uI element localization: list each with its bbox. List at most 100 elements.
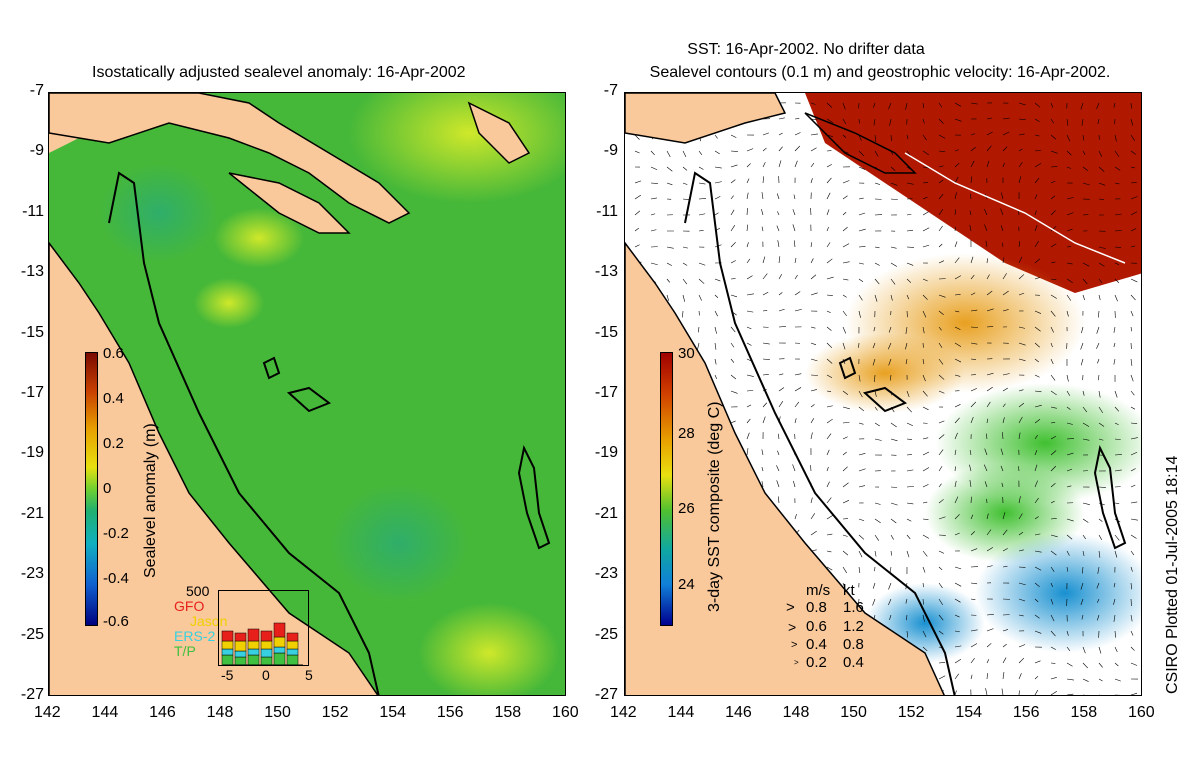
velocity-arrow: [1002, 387, 1009, 392]
velocity-arrow: [714, 212, 719, 216]
velocity-arrow: [1130, 181, 1137, 184]
velocity-arrow: [954, 176, 959, 184]
velocity-arrow: [922, 102, 925, 109]
velocity-arrow: [1066, 630, 1069, 636]
velocity-arrow: [938, 374, 945, 380]
velocity-arrow: [1081, 614, 1084, 620]
velocity-arrow: [1114, 550, 1118, 558]
velocity-arrow: [1082, 406, 1088, 413]
velocity-arrow: [954, 673, 959, 680]
velocity-arrow: [730, 225, 736, 232]
velocity-arrow: [922, 134, 927, 141]
velocity-arrow: [1050, 465, 1057, 472]
velocity-arrow: [1066, 678, 1074, 681]
velocity-arrow: [794, 308, 802, 312]
velocity-arrow: [1114, 294, 1118, 302]
velocity-arrow: [714, 310, 718, 317]
velocity-arrow: [826, 118, 834, 124]
velocity-arrow: [954, 374, 961, 377]
velocity-arrow: [1066, 150, 1072, 156]
velocity-arrow: [1114, 246, 1122, 248]
velocity-arrow: [969, 449, 972, 456]
velocity-arrow: [746, 418, 751, 424]
velocity-arrow: [762, 309, 768, 312]
velocity-arrow: [970, 416, 974, 424]
velocity-arrow: [826, 466, 829, 472]
velocity-arrow: [1099, 694, 1101, 695]
velocity-arrow: [1018, 614, 1024, 617]
velocity-arrow: [1082, 550, 1085, 557]
velocity-arrow: [842, 326, 847, 334]
velocity-arrow: [650, 150, 655, 156]
velocity-arrow: [906, 438, 912, 440]
velocity-arrow: [1114, 262, 1120, 265]
velocity-arrow: [954, 241, 958, 248]
velocity-arrow: [1050, 195, 1056, 200]
velocity-arrow: [954, 102, 962, 107]
velocity-arrow: [1034, 450, 1038, 456]
velocity-legend-arrow-0: >: [786, 599, 795, 616]
velocity-arrow: [792, 464, 796, 472]
velocity-arrow: [1114, 678, 1121, 682]
velocity-arrow: [826, 209, 830, 216]
velocity-arrow: [872, 358, 876, 366]
velocity-arrow: [970, 274, 975, 280]
velocity-arrow: [794, 118, 800, 120]
velocity-arrow: [922, 181, 929, 184]
velocity-arrow: [1050, 614, 1055, 622]
y-tick-right-3: -13: [594, 263, 618, 281]
velocity-arrow: [826, 310, 831, 314]
velocity-arrow: [985, 240, 988, 248]
velocity-arrow: [1114, 150, 1120, 157]
velocity-arrow: [922, 118, 925, 124]
velocity-arrow: [1034, 464, 1038, 472]
velocity-arrow: [1034, 598, 1039, 603]
velocity-arrow: [826, 102, 833, 108]
velocity-arrow: [922, 244, 930, 248]
velocity-arrow: [746, 293, 754, 296]
velocity-arrow: [858, 534, 865, 540]
satellite-bar-segment: [247, 640, 260, 650]
left-colorbar-label: Sealevel anomaly (m): [142, 423, 159, 578]
velocity-arrow: [1034, 550, 1042, 553]
velocity-arrow: [761, 481, 764, 488]
velocity-arrow: [938, 209, 944, 216]
velocity-arrow: [714, 294, 719, 298]
velocity-arrow: [922, 614, 925, 622]
velocity-arrow: [810, 147, 817, 152]
velocity-arrow: [730, 164, 738, 168]
velocity-arrow: [905, 102, 908, 110]
velocity-arrow: [1050, 483, 1056, 488]
velocity-arrow: [1050, 630, 1056, 637]
x-tick-left-7: 156: [436, 704, 464, 721]
velocity-arrow: [858, 166, 866, 170]
velocity-arrow: [1034, 224, 1038, 232]
satellite-bar-segment: [234, 640, 247, 652]
velocity-arrow: [891, 694, 893, 695]
velocity-arrow: [922, 598, 924, 605]
velocity-arrow: [1096, 342, 1100, 349]
velocity-arrow: [746, 275, 753, 280]
velocity-arrow: [634, 210, 641, 216]
velocity-arrow: [1000, 208, 1004, 216]
velocity-arrow: [954, 162, 960, 168]
satellite-bar-segment: [247, 648, 260, 656]
satellite-bar-segment: [221, 630, 234, 642]
velocity-arrow: [730, 294, 738, 298]
velocity-arrow: [826, 533, 833, 536]
velocity-arrow: [984, 208, 988, 216]
velocity-arrow: [954, 326, 961, 330]
velocity-arrow: [858, 374, 861, 382]
velocity-arrow: [906, 278, 912, 283]
velocity-arrow: [1130, 390, 1135, 396]
velocity-arrow: [730, 326, 736, 333]
velocity-arrow: [634, 194, 641, 200]
velocity-arrow: [970, 548, 978, 552]
velocity-arrow: [1034, 614, 1040, 619]
velocity-arrow: [938, 326, 942, 331]
velocity-arrow: [954, 582, 962, 587]
velocity-arrow: [1098, 294, 1101, 300]
velocity-arrow: [730, 150, 738, 152]
velocity-arrow: [1066, 294, 1072, 301]
velocity-arrow: [1050, 261, 1056, 264]
